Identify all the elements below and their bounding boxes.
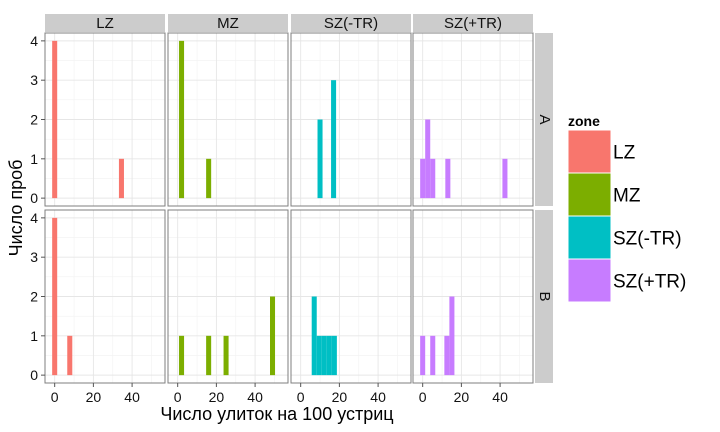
x-tick-label: 20 (209, 389, 225, 405)
histogram-bar (270, 296, 276, 376)
x-tick-label: 20 (332, 389, 348, 405)
histogram-bar (326, 335, 332, 376)
y-tick-label: 1 (30, 328, 38, 344)
x-tick-label: 0 (419, 389, 427, 405)
histogram-bar (52, 40, 58, 199)
x-axis-title: Число улиток на 100 устриц (160, 404, 393, 424)
facet-strip-label: SZ(-TR) (324, 15, 378, 32)
x-tick-label: 40 (492, 389, 508, 405)
x-tick-label: 20 (454, 389, 470, 405)
y-tick-label: 0 (30, 190, 38, 206)
row-strip-label: B (536, 291, 553, 301)
y-tick-label: 1 (30, 151, 38, 167)
histogram-bar (449, 296, 455, 376)
facet-strip-3 (413, 14, 533, 32)
facet-strip-label: LZ (96, 15, 114, 32)
histogram-bar (331, 80, 337, 199)
histogram-bar (331, 335, 337, 376)
panel-border (290, 32, 412, 207)
histogram-bar (425, 119, 431, 199)
histogram-bar (206, 158, 212, 199)
x-tick-label: 20 (86, 389, 102, 405)
legend-key (567, 172, 612, 217)
y-tick-label: 2 (30, 289, 38, 305)
row-strip-label: A (536, 114, 553, 124)
histogram-bar (321, 335, 327, 376)
y-tick-label: 3 (30, 72, 38, 88)
y-tick-label: 4 (30, 33, 38, 49)
x-tick-label: 40 (124, 389, 140, 405)
x-tick-label: 0 (174, 389, 182, 405)
histogram-bar (52, 217, 58, 376)
panel-border (412, 32, 534, 207)
histogram-bar (311, 296, 317, 376)
x-tick-label: 0 (297, 389, 305, 405)
facet-strip-label: MZ (217, 15, 239, 32)
legend-label: MZ (613, 186, 641, 207)
legend-label: LZ (613, 143, 636, 164)
y-tick-label: 4 (30, 210, 38, 226)
x-tick-label: 0 (51, 389, 59, 405)
legend-label: SZ(-TR) (613, 229, 682, 250)
legend-label: SZ(+TR) (613, 272, 686, 293)
histogram-bar (179, 40, 185, 199)
y-tick-label: 0 (30, 367, 38, 383)
histogram-bar (430, 158, 436, 199)
facet-strip-1 (168, 14, 288, 32)
x-tick-label: 40 (370, 389, 386, 405)
legend-key (567, 258, 612, 303)
row-strip-1 (535, 210, 553, 383)
legend-key (567, 129, 612, 174)
histogram-bar (445, 158, 451, 199)
histogram-bar (206, 335, 212, 376)
x-tick-label: 40 (247, 389, 263, 405)
histogram-bar (430, 335, 436, 376)
facet-strip-2 (291, 14, 411, 32)
legend-title: zone (568, 113, 600, 129)
panel-border (167, 209, 289, 384)
histogram-bar (420, 335, 426, 376)
histogram-bar (118, 158, 124, 199)
histogram-bar (420, 158, 426, 199)
row-strip-0 (535, 33, 553, 206)
histogram-bar (316, 335, 322, 376)
y-axis-title: Число проб (6, 160, 26, 257)
histogram-bar (444, 335, 450, 376)
facet-strip-0 (45, 14, 165, 32)
legend-key (567, 215, 612, 260)
histogram-bar (223, 335, 229, 376)
y-tick-label: 3 (30, 249, 38, 265)
panel-border (412, 209, 534, 384)
histogram-bar (67, 335, 73, 376)
panel-border (290, 209, 412, 384)
facet-strip-label: SZ(+TR) (444, 15, 502, 32)
y-tick-label: 2 (30, 112, 38, 128)
histogram-bar (179, 335, 185, 376)
histogram-bar (502, 158, 508, 199)
histogram-bar (317, 119, 323, 199)
panel-border (167, 32, 289, 207)
